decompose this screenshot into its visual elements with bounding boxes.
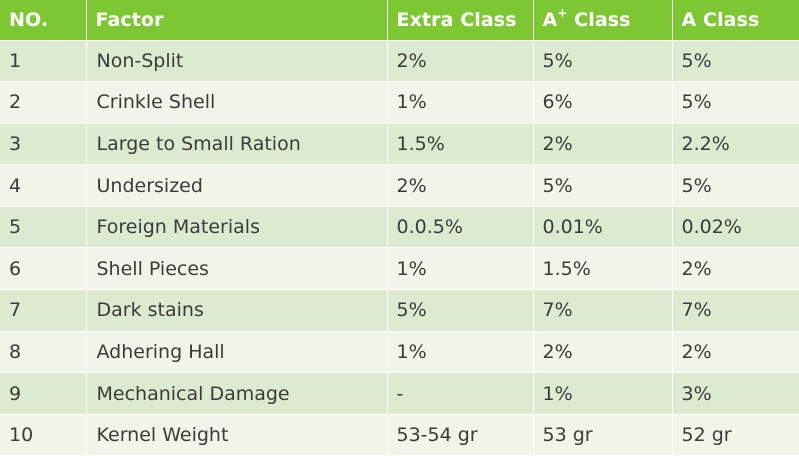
cell-factor: Kernel Weight xyxy=(86,414,388,456)
cell-extra-class: 1.5% xyxy=(387,123,534,166)
table-row: 6 Shell Pieces 1% 1.5% 2% xyxy=(0,247,799,291)
cell-a-class: 5% xyxy=(672,164,799,207)
table-row: 1 Non-Split 2% 5% 5% xyxy=(0,40,799,83)
cell-a-plus-class: 7% xyxy=(533,289,673,332)
table-row: 2 Crinkle Shell 1% 6% 5% xyxy=(0,81,799,124)
cell-extra-class: 5% xyxy=(387,289,534,332)
cell-a-plus-class: 2% xyxy=(533,123,673,166)
header-a-plus-base: A xyxy=(542,8,558,31)
table-row: 7 Dark stains 5% 7% 7% xyxy=(0,289,799,332)
cell-a-plus-class: 5% xyxy=(533,40,673,83)
cell-a-class: 2% xyxy=(672,331,799,374)
cell-factor: Mechanical Damage xyxy=(86,372,388,415)
cell-factor: Crinkle Shell xyxy=(86,81,388,124)
header-row: NO. Factor Extra Class A+ Class A Class xyxy=(0,0,799,41)
cell-a-plus-class: 53 gr xyxy=(533,414,673,456)
cell-no: 6 xyxy=(0,247,87,291)
cell-extra-class: 53-54 gr xyxy=(387,414,534,456)
cell-no: 5 xyxy=(0,206,87,249)
table-row: 5 Foreign Materials 0.0.5% 0.01% 0.02% xyxy=(0,206,799,249)
cell-no: 10 xyxy=(0,414,87,456)
header-a-plus-rest: Class xyxy=(567,8,631,31)
table-row: 9 Mechanical Damage - 1% 3% xyxy=(0,372,799,415)
cell-extra-class: 1% xyxy=(387,247,534,291)
table-row: 4 Undersized 2% 5% 5% xyxy=(0,164,799,207)
cell-factor: Foreign Materials xyxy=(86,206,388,249)
cell-factor: Dark stains xyxy=(86,289,388,332)
cell-a-class: 0.02% xyxy=(672,206,799,249)
header-no: NO. xyxy=(0,0,87,41)
cell-no: 2 xyxy=(0,81,87,124)
header-extra-class: Extra Class xyxy=(387,0,534,41)
cell-a-class: 3% xyxy=(672,372,799,415)
cell-a-class: 52 gr xyxy=(672,414,799,456)
cell-a-plus-class: 2% xyxy=(533,331,673,374)
header-a-class: A Class xyxy=(672,0,799,41)
cell-a-class: 2% xyxy=(672,247,799,291)
cell-extra-class: - xyxy=(387,372,534,415)
cell-a-class: 5% xyxy=(672,40,799,83)
header-a-plus-sup: + xyxy=(557,6,568,21)
cell-factor: Undersized xyxy=(86,164,388,207)
cell-a-plus-class: 1% xyxy=(533,372,673,415)
cell-extra-class: 2% xyxy=(387,40,534,83)
cell-a-class: 7% xyxy=(672,289,799,332)
cell-no: 1 xyxy=(0,40,87,83)
cell-extra-class: 0.0.5% xyxy=(387,206,534,249)
cell-a-class: 5% xyxy=(672,81,799,124)
cell-extra-class: 2% xyxy=(387,164,534,207)
table-row: 10 Kernel Weight 53-54 gr 53 gr 52 gr xyxy=(0,414,799,456)
cell-factor: Shell Pieces xyxy=(86,247,388,291)
header-factor: Factor xyxy=(86,0,388,41)
cell-no: 8 xyxy=(0,331,87,374)
cell-factor: Non-Split xyxy=(86,40,388,83)
cell-no: 3 xyxy=(0,123,87,166)
cell-a-plus-class: 0.01% xyxy=(533,206,673,249)
cell-extra-class: 1% xyxy=(387,331,534,374)
header-a-plus-class: A+ Class xyxy=(533,0,673,41)
cell-no: 4 xyxy=(0,164,87,207)
cell-a-plus-class: 6% xyxy=(533,81,673,124)
table-row: 8 Adhering Hall 1% 2% 2% xyxy=(0,331,799,374)
cell-no: 9 xyxy=(0,372,87,415)
cell-factor: Adhering Hall xyxy=(86,331,388,374)
cell-extra-class: 1% xyxy=(387,81,534,124)
cell-a-plus-class: 1.5% xyxy=(533,247,673,291)
table-row: 3 Large to Small Ration 1.5% 2% 2.2% xyxy=(0,123,799,166)
cell-a-plus-class: 5% xyxy=(533,164,673,207)
cell-a-class: 2.2% xyxy=(672,123,799,166)
cell-no: 7 xyxy=(0,289,87,332)
cell-factor: Large to Small Ration xyxy=(86,123,388,166)
